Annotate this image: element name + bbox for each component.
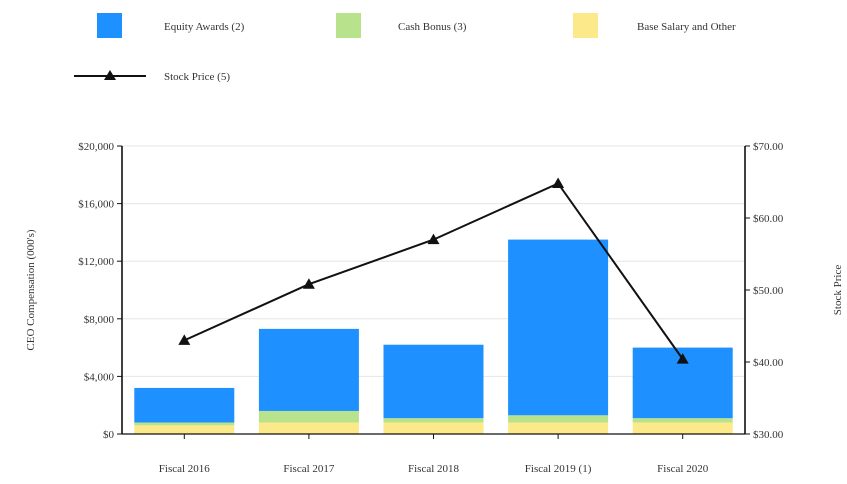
x-tick-label: Fiscal 2020	[657, 463, 709, 475]
stock-price-point	[302, 278, 315, 289]
left-axis-title: CEO Compensation (000's)	[25, 229, 37, 350]
bar-segment	[632, 422, 733, 434]
bar-segment	[134, 422, 235, 426]
legend-label: Stock Price (5)	[164, 71, 230, 83]
right-axis-title: Stock Price	[832, 265, 844, 316]
left-tick-label: $16,000	[78, 199, 114, 211]
legend-line-marker	[104, 70, 116, 80]
legend-label: Equity Awards (2)	[164, 21, 245, 33]
bar-segment	[508, 415, 609, 423]
stock-price-point	[178, 334, 191, 345]
stock-price-point	[552, 177, 565, 188]
legend-label: Base Salary and Other	[637, 21, 736, 33]
right-tick-label: $40.00	[753, 357, 784, 369]
legend-swatch	[97, 13, 122, 38]
x-tick-label: Fiscal 2019 (1)	[525, 463, 592, 475]
bar-segment	[134, 387, 235, 423]
legend-label: Cash Bonus (3)	[398, 21, 467, 33]
bar-segment	[632, 418, 733, 423]
stock-price-point	[676, 353, 689, 364]
right-tick-label: $30.00	[753, 429, 784, 441]
left-tick-label: $8,000	[84, 314, 115, 326]
left-tick-label: $20,000	[78, 141, 114, 153]
right-tick-label: $50.00	[753, 285, 784, 297]
stock-price-point	[427, 233, 440, 245]
bar-segment	[508, 239, 609, 416]
legend-swatch	[573, 13, 598, 38]
right-tick-label: $60.00	[753, 213, 784, 225]
legend-swatch	[336, 13, 361, 38]
bar-segment	[258, 410, 359, 423]
bar-segment	[258, 328, 359, 411]
bar-segment	[383, 418, 484, 423]
x-tick-label: Fiscal 2018	[408, 463, 460, 475]
left-tick-label: $0	[103, 429, 115, 441]
bar-segment	[134, 425, 235, 434]
bar-segment	[383, 422, 484, 434]
x-tick-label: Fiscal 2016	[159, 463, 211, 475]
bar-segment	[258, 422, 359, 434]
left-tick-label: $12,000	[78, 256, 114, 268]
left-tick-label: $4,000	[84, 371, 115, 383]
x-tick-label: Fiscal 2017	[283, 463, 335, 475]
bar-segment	[508, 422, 609, 434]
bar-segment	[383, 344, 484, 419]
right-tick-label: $70.00	[753, 141, 784, 153]
